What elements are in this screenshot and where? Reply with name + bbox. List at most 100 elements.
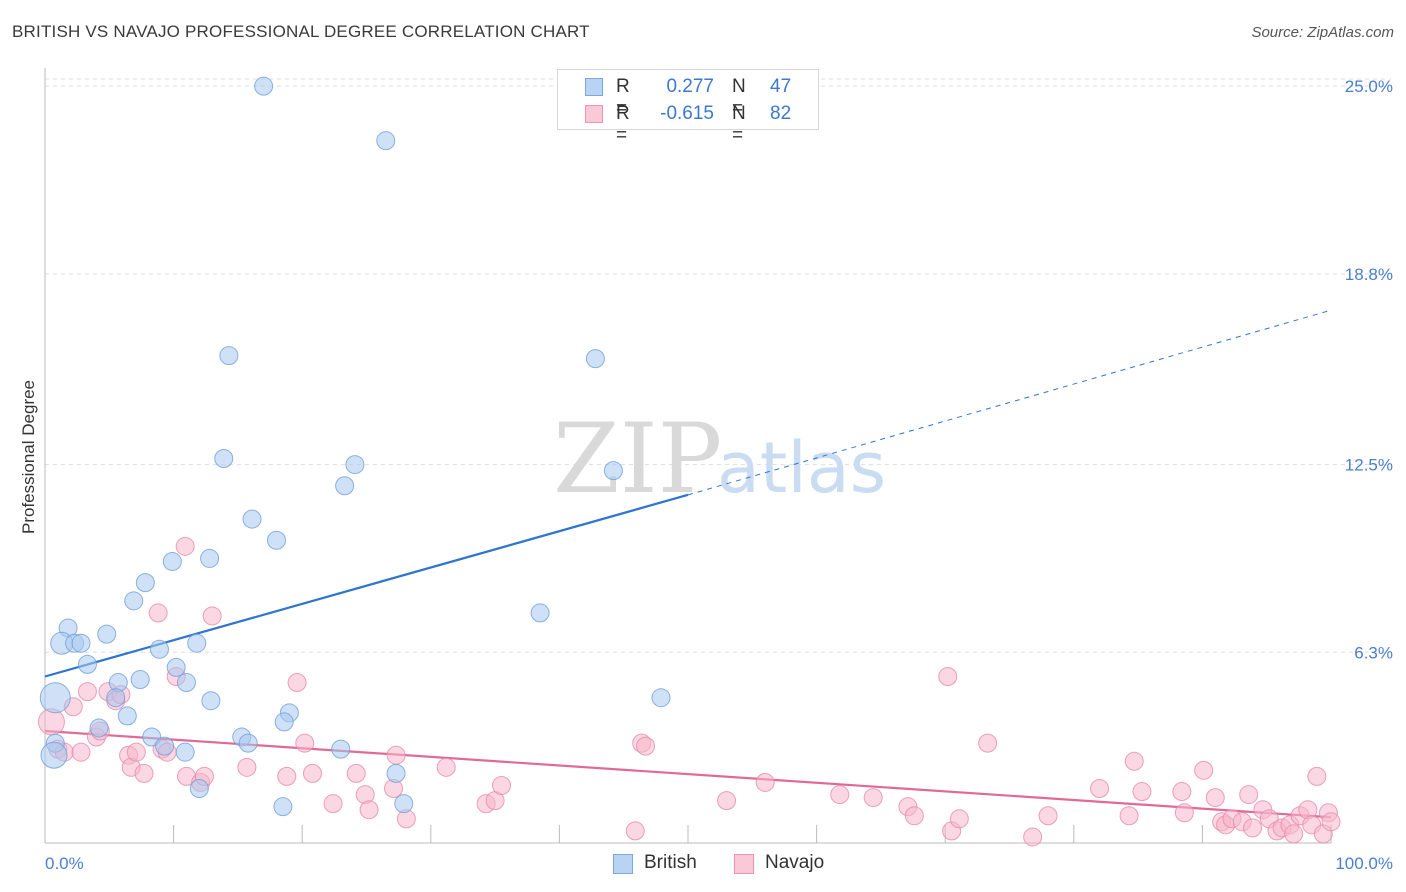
navajo-point (830, 785, 850, 805)
british-point (335, 476, 355, 496)
british-point (124, 591, 144, 611)
x-tick-label-max: 100.0% (1335, 854, 1393, 873)
navajo-point (717, 791, 737, 811)
navajo-point (436, 757, 456, 777)
grid-layer (45, 78, 1391, 653)
navajo-point (1124, 751, 1144, 771)
navajo-trend-line (44, 729, 1332, 819)
british-point (130, 670, 150, 690)
british-point (254, 76, 274, 96)
navajo-point (302, 763, 322, 783)
navajo-r-value: -0.615 (660, 103, 714, 124)
navajo-swatch (585, 105, 603, 123)
navajo-point (126, 742, 146, 762)
british-point (238, 733, 258, 753)
british-point (273, 797, 293, 817)
british-point (530, 603, 550, 623)
british-point (149, 639, 169, 659)
british-point (266, 530, 286, 550)
y-axis-label: Professional Degree (19, 380, 38, 534)
navajo-point (346, 763, 366, 783)
british-point (187, 633, 207, 653)
navajo-point (295, 733, 315, 753)
british-r-label: R = (616, 76, 630, 119)
navajo-point (1321, 812, 1341, 832)
british-point (175, 742, 195, 762)
british-point (219, 346, 239, 366)
navajo-point (1119, 806, 1139, 826)
british-point (77, 654, 97, 674)
british-point (376, 131, 396, 151)
axis-layer: 6.3% 12.5% 18.8% 25.0% 0.0% 100.0% (44, 68, 1393, 873)
british-point (40, 741, 68, 769)
navajo-point (71, 742, 91, 762)
british-point (142, 727, 162, 747)
chart-title: BRITISH VS NAVAJO PROFESSIONAL DEGREE CO… (12, 22, 590, 41)
british-point (274, 712, 294, 732)
british-point (331, 739, 351, 759)
british-point (651, 688, 671, 708)
navajo-point (949, 809, 969, 829)
british-n-label: N = (732, 76, 746, 119)
navajo-point (492, 775, 512, 795)
british-r-value: 0.277 (666, 76, 714, 97)
navajo-point (175, 536, 195, 556)
navajo-r-label: R = (616, 103, 630, 146)
british-point (135, 573, 155, 593)
correlation-legend: R = 0.277 N = 47 R = -0.615 N = 82 (557, 69, 819, 146)
navajo-n-value: 82 (770, 103, 792, 124)
british-legend-label: British (644, 852, 697, 873)
navajo-point (1205, 788, 1225, 808)
navajo-point (37, 708, 65, 736)
british-point (200, 548, 220, 568)
navajo-point (1172, 782, 1192, 802)
british-point (155, 736, 175, 756)
navajo-point (287, 673, 307, 693)
x-tick-label-min: 0.0% (45, 854, 84, 873)
british-point (89, 718, 109, 738)
navajo-point (202, 606, 222, 626)
navajo-point (1284, 824, 1304, 844)
navajo-point (978, 733, 998, 753)
navajo-legend-label: Navajo (765, 852, 825, 873)
watermark-atlas: atlas (717, 427, 886, 509)
navajo-point (755, 772, 775, 792)
navajo-point (148, 603, 168, 623)
british-point (162, 551, 182, 571)
navajo-point (1038, 806, 1058, 826)
british-point (585, 349, 605, 369)
british-trend-extension (687, 309, 1332, 496)
navajo-point (359, 800, 379, 820)
british-point (117, 706, 137, 726)
y-tick-label: 12.5% (1345, 456, 1393, 475)
british-point (71, 633, 91, 653)
british-point (166, 657, 186, 677)
navajo-point (386, 745, 406, 765)
navajo-point (863, 788, 883, 808)
british-point (345, 455, 365, 475)
source-label: Source: ZipAtlas.com (1251, 24, 1394, 41)
navajo-point (77, 682, 97, 702)
british-point (386, 763, 406, 783)
british-point (242, 509, 262, 529)
navajo-point (1023, 827, 1043, 847)
british-swatch (585, 78, 603, 96)
british-point (106, 688, 126, 708)
navajo-point (134, 763, 154, 783)
british-point (394, 794, 414, 814)
y-tick-label: 18.8% (1345, 265, 1393, 284)
watermark: ZIP atlas (553, 403, 886, 515)
navajo-legend-swatch (734, 854, 754, 874)
british-point (189, 779, 209, 799)
navajo-point (1307, 766, 1327, 786)
british-point (214, 449, 234, 469)
navajo-point (1090, 779, 1110, 799)
british-legend-swatch (613, 854, 633, 874)
navajo-point (625, 821, 645, 841)
british-n-value: 47 (770, 76, 792, 97)
british-point (201, 691, 221, 711)
navajo-point (636, 736, 656, 756)
navajo-point (938, 666, 958, 686)
navajo-point (904, 806, 924, 826)
